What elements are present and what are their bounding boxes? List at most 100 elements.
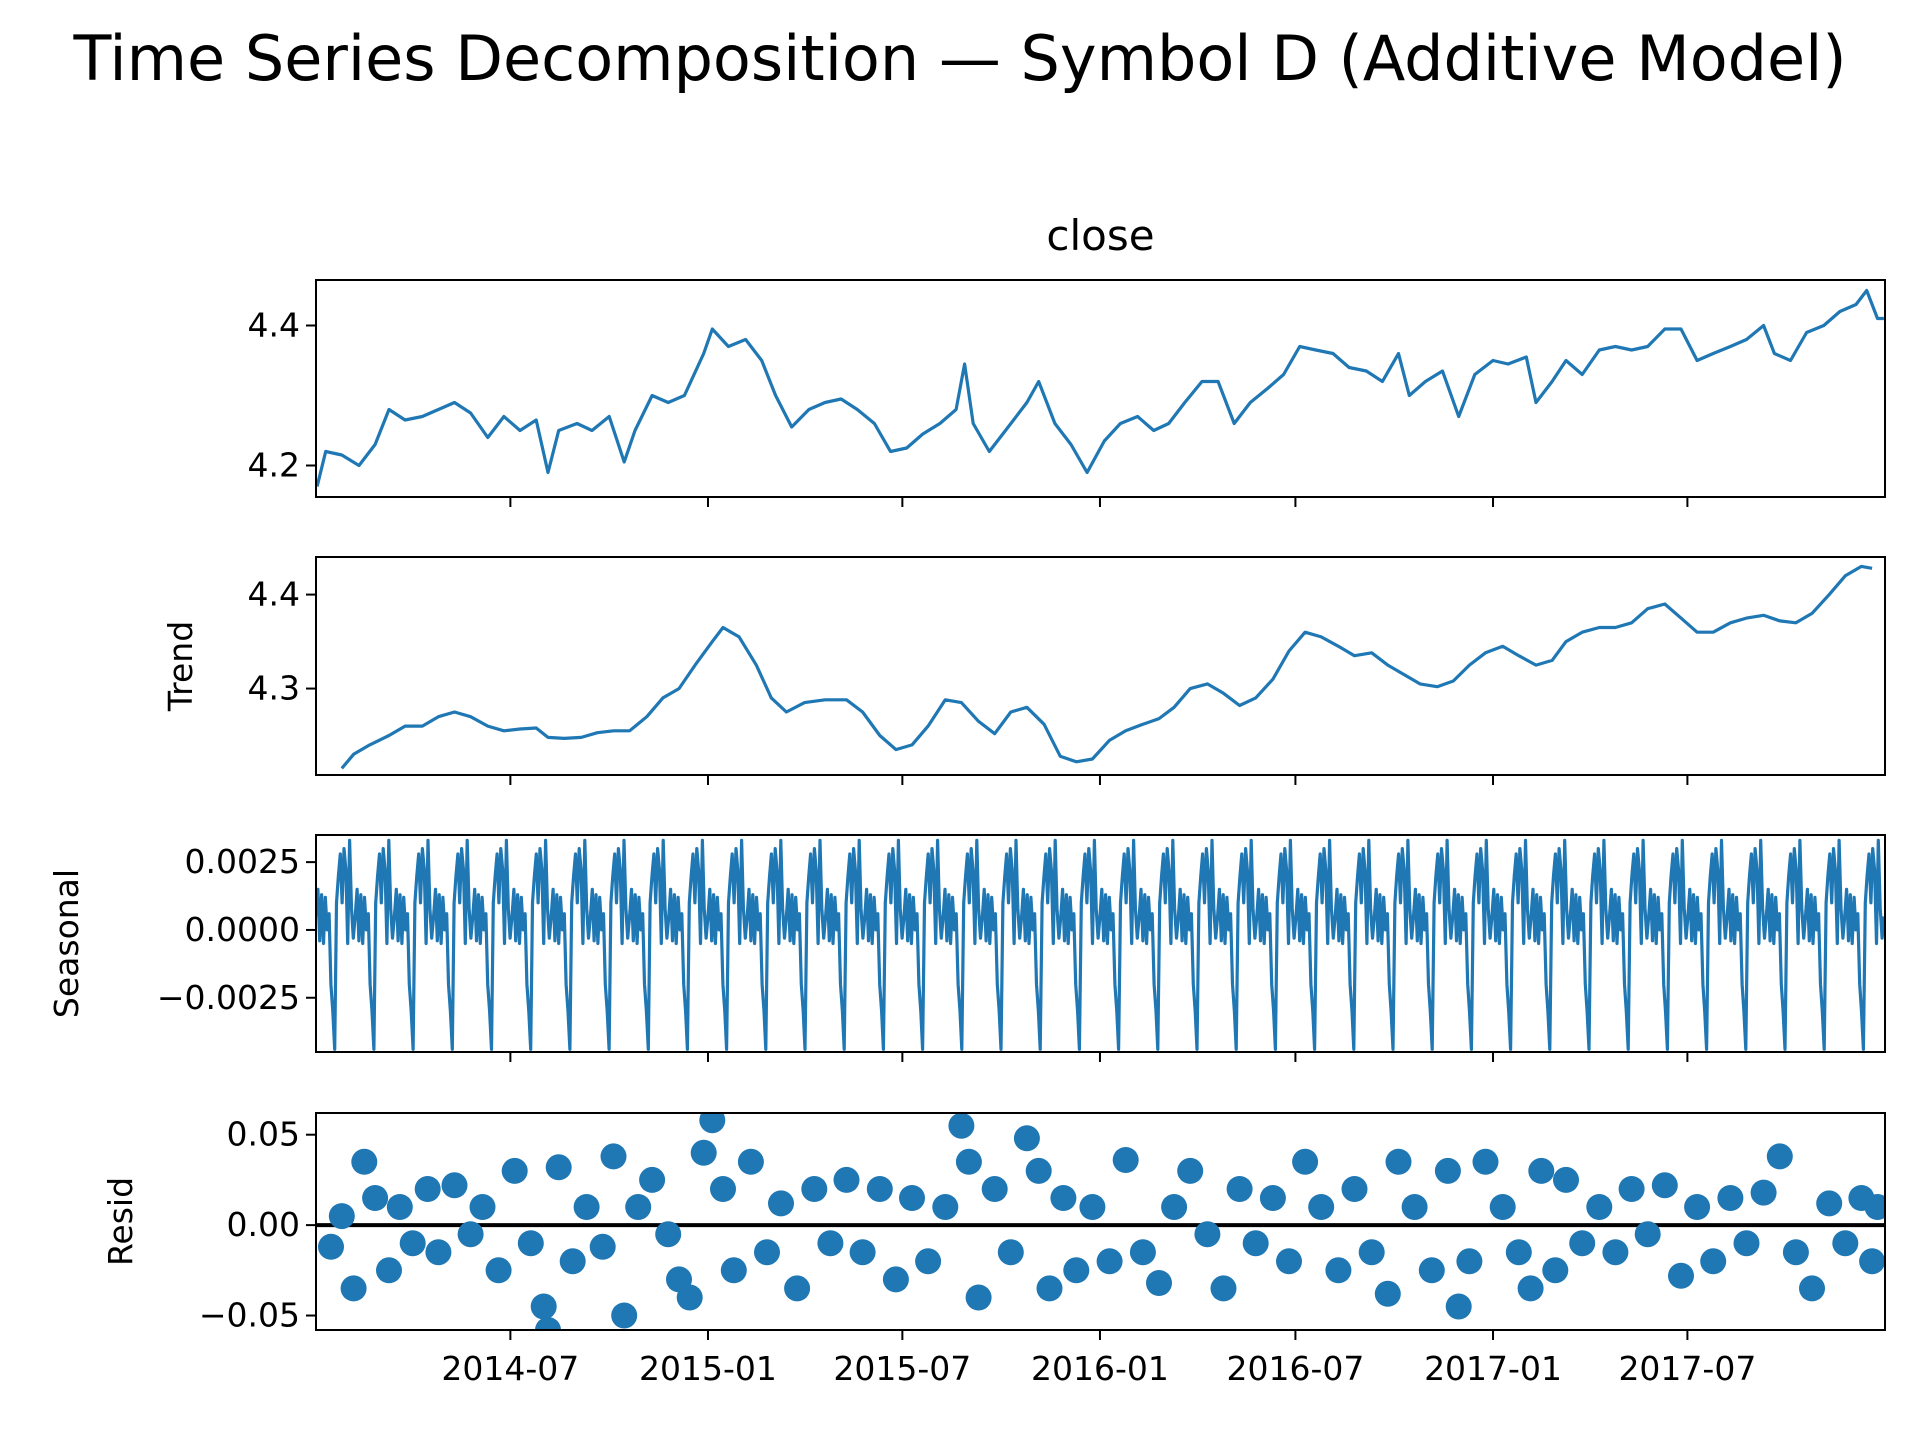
- resid-point: [1717, 1185, 1744, 1211]
- resid-point: [1358, 1239, 1385, 1266]
- seasonal-ylabel: Seasonal: [47, 869, 86, 1018]
- resid-point: [1259, 1185, 1286, 1211]
- trend-marks: [340, 564, 1873, 770]
- resid-point: [1782, 1239, 1809, 1266]
- resid-point: [699, 1113, 726, 1134]
- resid-point: [1799, 1275, 1825, 1302]
- close-ytick-label: 4.2: [248, 446, 300, 485]
- resid-point: [655, 1221, 682, 1248]
- resid-point: [1050, 1185, 1077, 1211]
- resid-point: [1816, 1190, 1843, 1217]
- resid-point: [1308, 1194, 1335, 1220]
- resid-point: [1750, 1179, 1777, 1206]
- resid-point: [690, 1139, 717, 1166]
- resid-point: [376, 1257, 402, 1284]
- resid-point: [1553, 1166, 1579, 1193]
- resid-point: [501, 1157, 528, 1184]
- resid-point: [1112, 1147, 1139, 1173]
- resid-point: [899, 1185, 925, 1211]
- resid-ytick-label: 0.00: [227, 1205, 300, 1244]
- resid-point: [1528, 1157, 1555, 1184]
- resid-point: [1472, 1148, 1499, 1175]
- resid-point: [1161, 1194, 1188, 1220]
- resid-ytick-label: −0.05: [199, 1296, 300, 1335]
- resid-point: [340, 1275, 367, 1302]
- seasonal-frame: [315, 834, 1886, 1053]
- resid-point: [1401, 1194, 1428, 1220]
- resid-point: [1700, 1248, 1727, 1275]
- resid-point: [1341, 1176, 1368, 1202]
- resid-point: [1569, 1230, 1596, 1257]
- xtick-label: 2015-01: [639, 1349, 777, 1388]
- resid-point: [1668, 1262, 1694, 1289]
- resid-point: [801, 1176, 828, 1202]
- resid-point: [1445, 1293, 1472, 1320]
- resid-point: [589, 1233, 616, 1260]
- xtick-label: 2017-07: [1618, 1349, 1756, 1388]
- figure-title: Time Series Decomposition — Symbol D (Ad…: [72, 22, 1846, 95]
- panel-seasonal: −0.0025 0.0000 0.0025 Seasonal: [47, 834, 1886, 1062]
- resid-point: [441, 1172, 468, 1199]
- resid-point: [1194, 1221, 1221, 1248]
- resid-point: [955, 1148, 982, 1175]
- trend-ytick-label: 4.3: [248, 669, 300, 708]
- resid-point: [1618, 1176, 1645, 1202]
- resid-point: [386, 1194, 413, 1220]
- resid-point: [1602, 1239, 1629, 1266]
- resid-point: [1226, 1176, 1253, 1202]
- resid-point: [784, 1275, 811, 1302]
- resid-point: [639, 1166, 666, 1193]
- resid-point: [457, 1221, 484, 1248]
- xtick-label: 2015-07: [833, 1349, 971, 1388]
- trend-ylabel: Trend: [161, 621, 200, 712]
- resid-ylabel: Resid: [101, 1177, 140, 1266]
- resid-point: [817, 1230, 844, 1257]
- panel-resid: −0.05 0.00 0.05 2014-07 2015-01 2015-07 2016-0…: [101, 1112, 1886, 1388]
- resid-point: [915, 1248, 942, 1275]
- resid-point: [425, 1239, 452, 1266]
- panel-title-close: close: [1046, 211, 1154, 260]
- resid-point: [1063, 1257, 1090, 1284]
- resid-point: [1325, 1257, 1352, 1284]
- resid-point: [676, 1284, 703, 1311]
- resid-point: [469, 1194, 496, 1220]
- xtick-label: 2016-07: [1226, 1349, 1364, 1388]
- resid-point: [600, 1143, 627, 1170]
- trend-ytick-label: 4.4: [248, 575, 300, 614]
- resid-point: [1025, 1157, 1052, 1184]
- seasonal-ytick-label: 0.0000: [185, 910, 300, 949]
- resid-point: [1864, 1194, 1885, 1220]
- resid-point: [1456, 1248, 1483, 1275]
- resid-point: [1418, 1257, 1445, 1284]
- resid-point: [1832, 1230, 1859, 1257]
- close-ytick-label: 4.4: [248, 306, 300, 345]
- resid-point: [1013, 1125, 1040, 1152]
- resid-point: [768, 1190, 794, 1217]
- resid-point: [1177, 1157, 1204, 1184]
- trend-frame: [315, 556, 1886, 776]
- resid-point: [1505, 1239, 1532, 1266]
- xtick-label: 2017-01: [1424, 1349, 1562, 1388]
- resid-point: [1374, 1280, 1401, 1307]
- resid-point: [1733, 1230, 1760, 1257]
- resid-point: [611, 1302, 638, 1329]
- resid-point: [535, 1317, 561, 1330]
- panel-close: 4.2 4.4 close: [248, 211, 1886, 507]
- resid-point: [530, 1293, 557, 1320]
- resid-point: [517, 1230, 544, 1257]
- resid-point: [1276, 1248, 1302, 1275]
- resid-point: [625, 1194, 652, 1220]
- resid-point: [545, 1154, 572, 1181]
- resid-point: [1651, 1172, 1678, 1199]
- resid-point: [1766, 1143, 1793, 1170]
- resid-point: [1489, 1194, 1516, 1220]
- resid-point: [965, 1284, 992, 1311]
- resid-point: [399, 1230, 426, 1257]
- resid-point: [948, 1113, 975, 1139]
- panel-trend: 4.3 4.4 Trend: [161, 556, 1886, 785]
- resid-point: [1634, 1221, 1661, 1248]
- resid-point: [559, 1248, 586, 1275]
- resid-point: [1096, 1248, 1123, 1275]
- resid-point: [981, 1176, 1008, 1202]
